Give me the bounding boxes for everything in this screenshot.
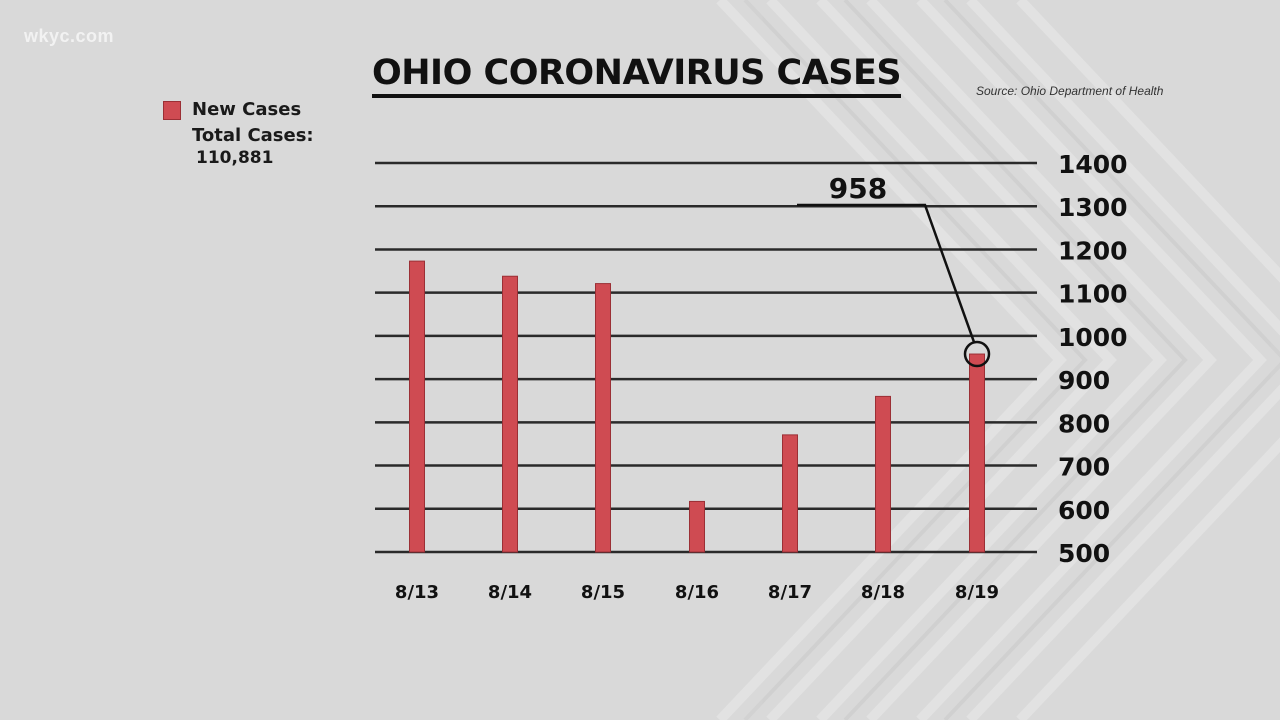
legend-label-new-cases: New Cases [192, 99, 302, 120]
y-tick-label: 1400 [1058, 150, 1128, 179]
y-tick-label: 1000 [1058, 323, 1128, 352]
x-tick-label: 8/17 [768, 582, 812, 603]
y-tick-label: 700 [1058, 453, 1110, 482]
total-cases-label: Total Cases: [192, 125, 314, 146]
x-tick-label: 8/14 [488, 582, 532, 603]
bar [595, 283, 611, 553]
bar [969, 353, 985, 553]
bar [782, 434, 798, 553]
x-tick-label: 8/18 [861, 582, 905, 603]
x-tick-label: 8/16 [675, 582, 719, 603]
x-tick-label: 8/13 [395, 582, 439, 603]
bar [875, 395, 891, 553]
x-tick-label: 8/19 [955, 582, 999, 603]
y-tick-label: 900 [1058, 366, 1110, 395]
y-tick-label: 600 [1058, 496, 1110, 525]
y-tick-label: 1300 [1058, 193, 1128, 222]
y-tick-label: 1200 [1058, 236, 1128, 265]
source-note: Source: Ohio Department of Health [976, 84, 1164, 98]
bar [502, 275, 518, 553]
annotation-circle [963, 340, 991, 368]
y-tick-label: 500 [1058, 539, 1110, 568]
annotation-leader-line [797, 203, 976, 343]
data-label: 958 [829, 172, 887, 205]
y-tick-label: 800 [1058, 409, 1110, 438]
chart-title: OHIO CORONAVIRUS CASES [372, 52, 902, 98]
station-watermark: wkyc.com [24, 26, 115, 46]
total-cases-value: 110,881 [196, 148, 274, 168]
bar [689, 500, 705, 553]
x-tick-label: 8/15 [581, 582, 625, 603]
y-tick-label: 1100 [1058, 280, 1128, 309]
legend-swatch-new-cases [163, 101, 181, 120]
bar [409, 260, 425, 553]
